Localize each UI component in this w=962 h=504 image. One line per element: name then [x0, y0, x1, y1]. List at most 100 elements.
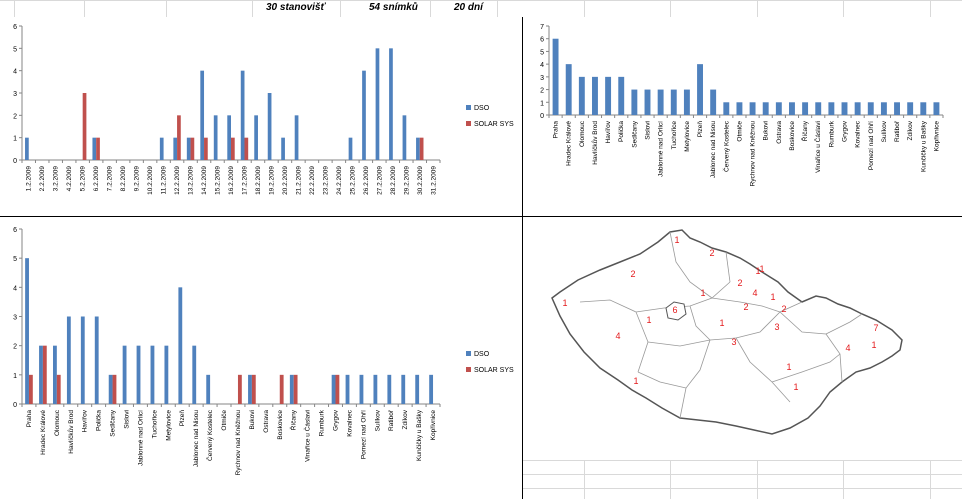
x-tick-label: Boskovice [277, 410, 284, 440]
x-tick-label: Sulíkov [374, 409, 381, 431]
sheet-gridline [0, 0, 962, 1]
bar [592, 76, 598, 115]
bar [39, 345, 43, 404]
bar [854, 102, 861, 115]
x-tick-label: Polička [618, 121, 625, 142]
region-borders [579, 231, 863, 419]
bar [192, 345, 197, 404]
bar [136, 345, 141, 404]
y-tick-label: 5 [540, 49, 544, 56]
header-stations[interactable]: 30 stanovišť [266, 2, 326, 13]
bar [248, 374, 252, 404]
bar [387, 374, 392, 404]
bar [416, 137, 420, 160]
x-tick-label: 5.2.2009 [80, 166, 87, 192]
x-tick-label: Ratiboř [894, 120, 901, 142]
y-tick-label: 4 [540, 62, 544, 69]
map-count-label: 2 [781, 304, 786, 314]
bar [186, 137, 191, 160]
bar [710, 89, 717, 115]
bar [402, 115, 407, 160]
bar [227, 115, 231, 160]
bar [762, 102, 769, 115]
x-tick-label: Jablonec nad Nisou [193, 410, 200, 467]
y-tick-label: 2 [13, 344, 17, 351]
chart-stations-total-svg: 0 1 2 3 4 5 6 7 Praha Hradec Králové Olomouc Havlíč… [540, 24, 944, 186]
y-tick-label: 0 [540, 113, 544, 120]
bar [362, 70, 366, 160]
bar [237, 374, 242, 404]
bar [96, 137, 100, 160]
bar [867, 102, 874, 115]
bar [644, 89, 651, 115]
legend-swatch [466, 121, 471, 126]
x-tick-label: Grygov [842, 120, 849, 142]
x-tick-label: Havlíčkův Brod [591, 121, 599, 165]
chart-stations-split[interactable]: 0 1 2 3 4 5 6 Praha Hradec Králové Olomouc Havlíčk… [0, 217, 522, 499]
sheet-gridline [430, 0, 431, 17]
x-tick-label: Praha [26, 410, 33, 428]
x-tick-label: Červený Kostelec [205, 409, 214, 461]
header-images[interactable]: 54 snímků [369, 2, 418, 13]
chart-stations-split-svg: 0 1 2 3 4 5 6 Praha Hradec Králové Olomouc Havlíčk… [13, 227, 514, 476]
map-count-label: 2 [743, 302, 748, 312]
x-tick-label: Metylovice [684, 121, 691, 152]
legend-entry: SOLAR SYS [474, 367, 514, 374]
country-outline [551, 229, 903, 435]
y-tick-label: 6 [13, 227, 17, 234]
chart-daily[interactable]: 0 1 2 3 4 5 6 1.2.2009 2.2.2009 3.2.2009 4.2.2009 5… [0, 17, 522, 216]
chart-stations-total[interactable]: 0 1 2 3 4 5 6 7 Praha Hradec Králové Olomouc Havlíč… [523, 17, 962, 216]
x-tick-label: 14.2.2009 [201, 166, 208, 195]
header-days[interactable]: 20 dní [454, 2, 483, 13]
x-tick-label: Havířov [82, 409, 89, 432]
x-tick-label: Pomezí nad Ohří [360, 410, 367, 459]
x-tick-label: Metylovice [165, 410, 172, 441]
map-count-label: 6 [672, 305, 677, 315]
bar [565, 64, 572, 115]
x-tick-label: 30.2.2009 [417, 166, 424, 195]
x-tick-label: Kunčičky u Bašky [416, 409, 423, 461]
map-count-label: 1 [562, 298, 567, 308]
x-tick-label: Pomezí nad Ohří [868, 121, 875, 170]
sheet-gridline [757, 0, 758, 17]
x-tick-label: Sedlčany [631, 120, 638, 147]
x-tick-label: Plzeň [697, 121, 704, 138]
x-tick-label: 21.2.2009 [295, 166, 302, 195]
legend-entry: DSO [474, 351, 490, 358]
map-count-label: 1 [719, 318, 724, 328]
map-count-label: 7 [873, 323, 878, 333]
y-tick-label: 6 [540, 37, 544, 44]
map-count-label: 1 [770, 292, 775, 302]
panel-divider [522, 17, 523, 499]
x-tick-label: Červený Kostelec [721, 120, 730, 172]
bar [281, 137, 285, 160]
bar [173, 137, 178, 160]
bar [933, 102, 940, 115]
sheet-gridline [340, 0, 341, 17]
y-tick-label: 3 [540, 75, 544, 82]
bar [775, 102, 782, 115]
bar [348, 137, 353, 160]
x-tick-label: Polička [96, 410, 103, 431]
bar [164, 345, 169, 404]
bar [279, 374, 284, 404]
x-tick-label: 17.2.2009 [241, 166, 248, 195]
x-tick-label: 27.2.2009 [376, 166, 383, 195]
x-tick-label: Rychnov nad Kněžnou [235, 410, 242, 476]
y-tick-label: 0 [13, 158, 17, 165]
legend-entry: DSO [474, 105, 490, 112]
bar [206, 374, 211, 404]
x-tick-label: Sulíkov [881, 120, 888, 142]
sheet-cells-bottom [523, 456, 962, 499]
x-tick-label: Havířov [605, 120, 612, 143]
bar [293, 374, 298, 404]
x-tick-label: Olomouc [54, 409, 61, 436]
bar [25, 258, 29, 404]
bar [80, 316, 85, 404]
x-tick-label: 15.2.2009 [215, 166, 222, 195]
map-count-label: 2 [630, 269, 635, 279]
bar [359, 374, 364, 404]
y-tick-label: 3 [13, 91, 17, 98]
bar [112, 374, 117, 404]
